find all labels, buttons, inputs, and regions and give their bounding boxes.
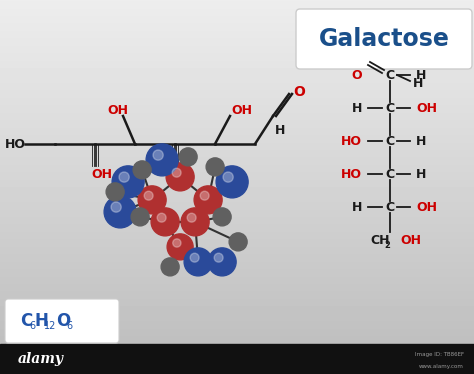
Circle shape <box>106 183 124 201</box>
Circle shape <box>200 191 209 200</box>
Text: OH: OH <box>400 233 421 246</box>
Circle shape <box>206 158 224 176</box>
Text: HO: HO <box>5 138 26 150</box>
Text: C: C <box>385 200 394 214</box>
Text: OH: OH <box>91 168 112 181</box>
Circle shape <box>184 248 212 276</box>
Text: O: O <box>293 85 305 99</box>
Circle shape <box>138 186 166 214</box>
Circle shape <box>112 166 144 198</box>
FancyBboxPatch shape <box>5 299 119 343</box>
Text: www.alamy.com: www.alamy.com <box>419 364 464 369</box>
Text: Image ID: TB86EF: Image ID: TB86EF <box>415 352 464 357</box>
Circle shape <box>208 248 236 276</box>
Circle shape <box>153 150 163 160</box>
Circle shape <box>181 208 209 236</box>
Circle shape <box>146 144 178 176</box>
Text: O: O <box>351 68 362 82</box>
Text: H: H <box>275 123 285 137</box>
Text: OH: OH <box>231 104 252 116</box>
Text: 2: 2 <box>384 240 390 249</box>
Text: H: H <box>413 77 423 89</box>
Text: H: H <box>416 135 427 147</box>
Circle shape <box>157 213 166 222</box>
Circle shape <box>144 191 153 200</box>
Circle shape <box>213 208 231 226</box>
Text: OH: OH <box>416 200 437 214</box>
Text: C: C <box>385 101 394 114</box>
Text: Galactose: Galactose <box>319 27 449 51</box>
Text: H: H <box>352 101 362 114</box>
Text: H: H <box>34 312 48 330</box>
Text: C: C <box>385 135 394 147</box>
Text: HO: HO <box>341 135 362 147</box>
Circle shape <box>172 168 181 177</box>
Circle shape <box>119 172 129 182</box>
Text: OH: OH <box>171 168 192 181</box>
Text: 6: 6 <box>66 321 72 331</box>
Circle shape <box>194 186 222 214</box>
Text: C: C <box>385 68 394 82</box>
Circle shape <box>190 253 199 262</box>
Circle shape <box>133 161 151 179</box>
Circle shape <box>131 208 149 226</box>
Circle shape <box>229 233 247 251</box>
Text: HO: HO <box>341 168 362 181</box>
Text: 12: 12 <box>44 321 56 331</box>
Text: 6: 6 <box>29 321 35 331</box>
Circle shape <box>151 208 179 236</box>
Circle shape <box>173 239 181 247</box>
Text: C: C <box>20 312 32 330</box>
Text: CH: CH <box>370 233 390 246</box>
Text: C: C <box>385 168 394 181</box>
FancyBboxPatch shape <box>296 9 472 69</box>
Text: OH: OH <box>416 101 437 114</box>
Circle shape <box>111 202 121 212</box>
Text: H: H <box>416 68 427 82</box>
Circle shape <box>214 253 223 262</box>
Text: H: H <box>416 168 427 181</box>
Circle shape <box>179 148 197 166</box>
Text: alamy: alamy <box>18 352 64 366</box>
Circle shape <box>161 258 179 276</box>
Circle shape <box>187 213 196 222</box>
Circle shape <box>223 172 233 182</box>
Text: OH: OH <box>107 104 128 116</box>
Circle shape <box>166 163 194 191</box>
Circle shape <box>104 196 136 228</box>
Circle shape <box>216 166 248 198</box>
Text: H: H <box>352 200 362 214</box>
Circle shape <box>167 234 193 260</box>
Bar <box>0 344 474 374</box>
Text: O: O <box>56 312 70 330</box>
